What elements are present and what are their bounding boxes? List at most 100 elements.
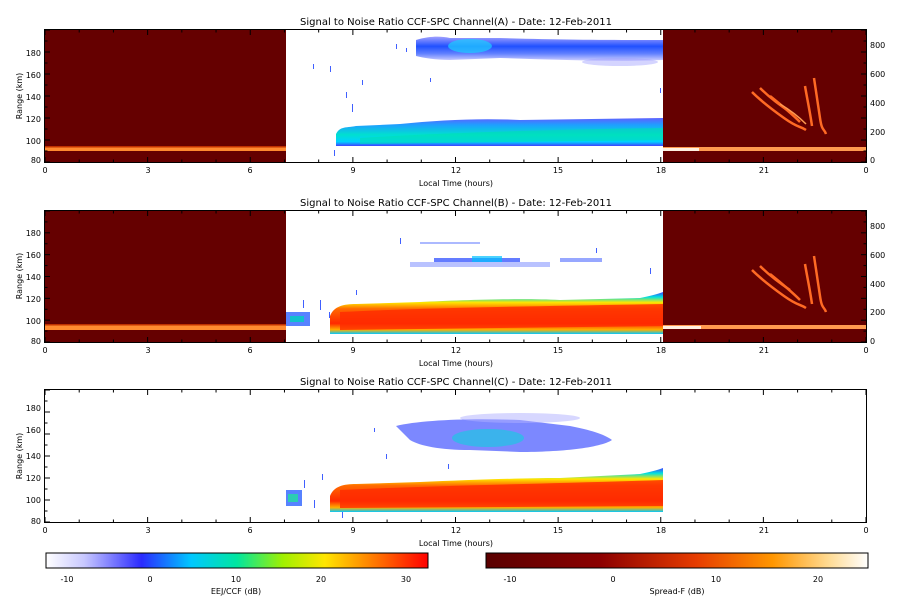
panel-c-y-axis-label: Range (km) (15, 433, 24, 480)
panel-b-y-tick-label: 80 (31, 337, 41, 346)
panel-b-y-tick-label: 120 (26, 295, 41, 304)
panel-a-frame (44, 29, 867, 163)
panel-c-y-tick-label: 140 (26, 452, 41, 461)
colorbar-eej-tick-label: 20 (316, 575, 326, 584)
panel-c-scatter (304, 428, 449, 518)
panel-a-night-right (663, 30, 866, 162)
panel-b-right-tick-label: 400 (870, 280, 885, 289)
panel-c-x-ticks: 0 3 6 9 12 15 18 21 0 (42, 526, 868, 535)
panel-b-x-tick-label: 15 (553, 346, 563, 355)
panel-a-night-layer-right-bright (663, 148, 699, 151)
panel-a-right-ticks: 0 200 400 600 800 (870, 41, 885, 165)
panel-b-x-tick-label: 12 (451, 346, 461, 355)
panel-c-x-tick-label: 0 (863, 526, 868, 535)
panel-b-y-tick-label: 140 (26, 273, 41, 282)
panel-a-right-tick-label: 400 (870, 99, 885, 108)
panel-c-frame (44, 389, 867, 523)
panel-b-night-layer-right (663, 325, 866, 329)
panel-b-right-tick-label: 600 (870, 251, 885, 260)
panel-b-y-ticks: 80 100 120 140 160 180 (26, 229, 41, 346)
panel-a-y-tick-label: 180 (26, 49, 41, 58)
panel-a-x-tick-label: 15 (553, 166, 563, 175)
panel-c-y-ticks: 80 100 120 140 160 180 (26, 404, 41, 526)
colorbar-eej-label: EEJ/CCF (dB) (211, 587, 261, 596)
colorbar-eej-tick-label: 30 (401, 575, 411, 584)
panel-a-scatter (313, 44, 661, 156)
panel-a-eej-core (360, 128, 663, 144)
panel-c-early-echo (288, 494, 298, 502)
panel-b-x-tick-label: 0 (863, 346, 868, 355)
colorbar-eej-tick-label: 0 (147, 575, 152, 584)
panel-b-frame (44, 210, 867, 343)
panel-b-x-tick-label: 6 (247, 346, 252, 355)
colorbar-spread-f-tick-label: 10 (711, 575, 721, 584)
panel-a-night-layer-left-glow (45, 146, 286, 148)
panel-a-x-ticks: 0 3 6 9 12 15 18 21 0 (42, 166, 868, 175)
panel-a-y-tick-label: 100 (26, 137, 41, 146)
panel-c-x-tick-label: 12 (451, 526, 461, 535)
panel-c-y-tick-label: 80 (31, 517, 41, 526)
panel-b-top-echo (410, 242, 602, 267)
colorbar-spread-f: -10 0 10 20 Spread-F (dB) (485, 552, 869, 596)
panel-a-y-axis-label: Range (km) (15, 73, 24, 120)
panel-a-plot-area (45, 30, 866, 162)
panel-a-x-tick-label: 6 (247, 166, 252, 175)
panel-c-x-axis-label: Local Time (hours) (419, 539, 493, 548)
panel-c-top-echo-core (452, 429, 524, 447)
panel-a-y-tick-label: 140 (26, 93, 41, 102)
panel-c-x-tick-label: 0 (42, 526, 47, 535)
panel-c-x-tick-label: 15 (553, 526, 563, 535)
panel-a-top-echo-core (448, 39, 492, 53)
panel-c-x-tick-label: 21 (759, 526, 769, 535)
panel-b-x-ticks: 0 3 6 9 12 15 18 21 0 (42, 346, 868, 355)
panel-a-right-tick-label: 200 (870, 128, 885, 137)
colorbar-eej-tick-label: -10 (60, 575, 73, 584)
panel-c-x-tick-label: 9 (350, 526, 355, 535)
panel-a-top-echo-faint (582, 58, 658, 66)
panel-a-x-tick-label: 3 (145, 166, 150, 175)
panel-b-y-tick-label: 160 (26, 251, 41, 260)
panel-b-x-tick-label: 0 (42, 346, 47, 355)
panel-b-early-echo (290, 316, 304, 322)
panel-b-eej-core (340, 304, 663, 330)
panel-c-title: Signal to Noise Ratio CCF-SPC Channel(C)… (300, 377, 612, 388)
panel-b-scatter (303, 238, 651, 318)
panel-a-y-tick-label: 160 (26, 71, 41, 80)
panel-a-x-tick-label: 21 (759, 166, 769, 175)
colorbar-spread-f-tick-label: 0 (610, 575, 615, 584)
panel-a-x-tick-label: 9 (350, 166, 355, 175)
colorbar-eej-gradient (45, 552, 429, 569)
colorbar-spread-f-tick-label: 20 (813, 575, 823, 584)
panel-a-title: Signal to Noise Ratio CCF-SPC Channel(A)… (300, 17, 612, 28)
panel-b-x-tick-label: 9 (350, 346, 355, 355)
panel-b-right-tick-label: 800 (870, 222, 885, 231)
panel-a-right-tick-label: 0 (870, 156, 875, 165)
panel-a-y-ticks: 80 100 120 140 160 180 (26, 49, 41, 165)
panel-b-x-tick-label: 3 (145, 346, 150, 355)
panel-a-y-tick-label: 80 (31, 156, 41, 165)
panel-a-night-left (45, 30, 286, 162)
panel-b-night-layer-left (45, 325, 286, 330)
panel-c-x-tick-label: 6 (247, 526, 252, 535)
panel-a-x-tick-label: 0 (863, 166, 868, 175)
panel-c-y-tick-label: 100 (26, 496, 41, 505)
panel-b-x-tick-label: 21 (759, 346, 769, 355)
colorbar-spread-f-label: Spread-F (dB) (649, 587, 704, 596)
panel-b-y-axis-label: Range (km) (15, 253, 24, 300)
panel-b-y-tick-label: 180 (26, 229, 41, 238)
panel-b-right-tick-label: 0 (870, 337, 875, 346)
panel-b-plot-area (45, 211, 866, 342)
panel-a-x-axis-label: Local Time (hours) (419, 179, 493, 188)
panel-b: Signal to Noise Ratio CCF-SPC Channel(B)… (15, 198, 885, 368)
panel-b-night-layer-left-glow (45, 324, 286, 326)
panel-b-spread-f-plumes (751, 255, 828, 313)
panel-b-night-right (663, 211, 866, 342)
panel-c: Signal to Noise Ratio CCF-SPC Channel(C)… (15, 377, 869, 548)
panel-c-y-tick-label: 160 (26, 426, 41, 435)
colorbar-eej: -10 0 10 20 30 EEJ/CCF (dB) (45, 552, 429, 596)
colorbar-eej-tick-label: 10 (231, 575, 241, 584)
panel-b-night-layer-right-bright (663, 326, 701, 329)
panel-a-spread-f-plumes (751, 77, 828, 135)
panel-a-x-tick-label: 0 (42, 166, 47, 175)
